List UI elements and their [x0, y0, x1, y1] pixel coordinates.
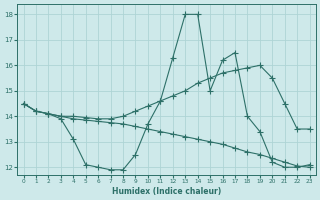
X-axis label: Humidex (Indice chaleur): Humidex (Indice chaleur) — [112, 187, 221, 196]
